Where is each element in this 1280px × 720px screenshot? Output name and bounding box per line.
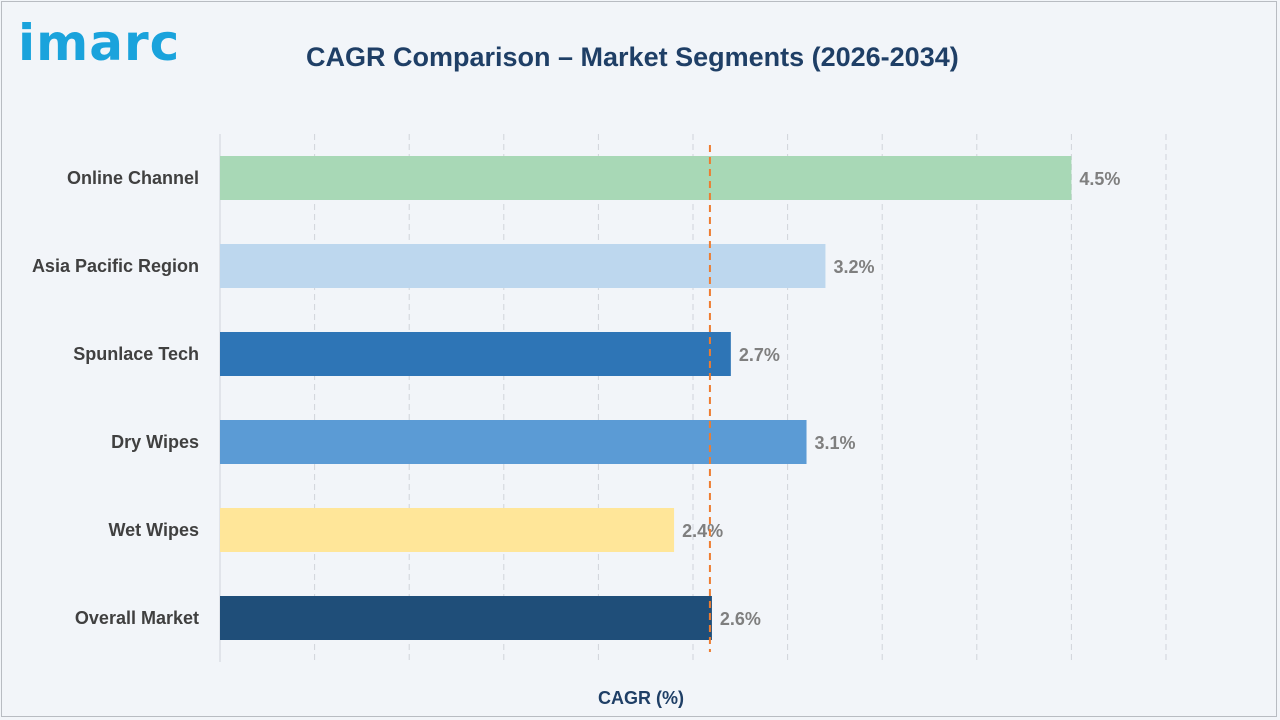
category-label: Asia Pacific Region: [32, 256, 199, 276]
category-label: Online Channel: [67, 168, 199, 188]
data-label: 2.7%: [739, 345, 780, 365]
bar: [220, 596, 712, 640]
data-label: 2.6%: [720, 609, 761, 629]
data-label: 3.1%: [815, 433, 856, 453]
data-label: 2.4%: [682, 521, 723, 541]
data-label: 3.2%: [833, 257, 874, 277]
imarc-logo: imarc: [18, 14, 181, 72]
category-label: Spunlace Tech: [73, 344, 199, 364]
x-axis-title: CAGR (%): [598, 688, 684, 708]
chart-title: CAGR Comparison – Market Segments (2026-…: [306, 42, 959, 72]
bar: [220, 508, 675, 552]
bar: [220, 332, 731, 376]
bar: [220, 420, 807, 464]
category-label: Overall Market: [75, 608, 199, 628]
bar: [220, 244, 826, 288]
category-label: Dry Wipes: [111, 432, 199, 452]
data-label: 4.5%: [1079, 169, 1120, 189]
bar: [220, 156, 1072, 200]
category-label: Wet Wipes: [108, 520, 199, 540]
